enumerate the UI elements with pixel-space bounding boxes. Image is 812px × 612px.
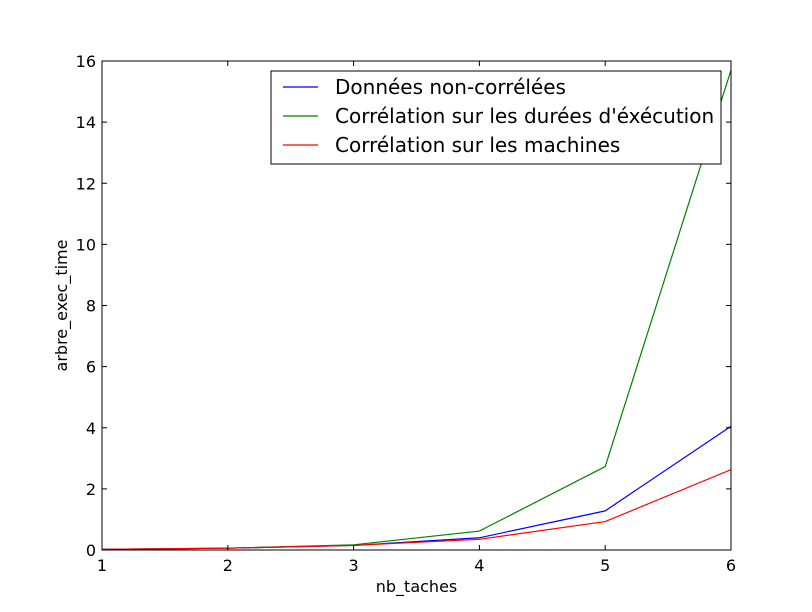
legend-label-2: Corrélation sur les durées d'éxécution [335, 104, 714, 128]
plot-frame [101, 60, 732, 551]
y-tick-label: 0 [86, 541, 96, 560]
y-axis-label: arbre_exec_time [52, 240, 72, 372]
y-tick-label: 8 [86, 297, 96, 316]
y-tick-label: 2 [86, 480, 96, 499]
y-tick-label: 4 [86, 419, 96, 438]
x-axis-label: nb_taches [376, 577, 458, 597]
series-line-3 [102, 469, 731, 550]
x-tick-label: 3 [349, 556, 359, 575]
y-tick-label: 6 [86, 358, 96, 377]
legend-label-1: Données non-corrélées [335, 75, 566, 99]
y-tick-label: 16 [76, 52, 96, 71]
y-tick-label: 10 [76, 235, 96, 254]
x-tick-label: 2 [223, 556, 233, 575]
legend: Données non-corrélées Corrélation sur les… [270, 70, 722, 165]
x-tick-label: 6 [726, 556, 736, 575]
x-tick-label: 4 [474, 556, 484, 575]
legend-label-3: Corrélation sur les machines [335, 133, 620, 157]
x-tick-label: 5 [600, 556, 610, 575]
y-tick-label: 12 [76, 174, 96, 193]
x-tick-label: 1 [97, 556, 107, 575]
y-tick-label: 14 [76, 113, 96, 132]
series-layer [102, 69, 731, 550]
legend-box [270, 70, 722, 165]
